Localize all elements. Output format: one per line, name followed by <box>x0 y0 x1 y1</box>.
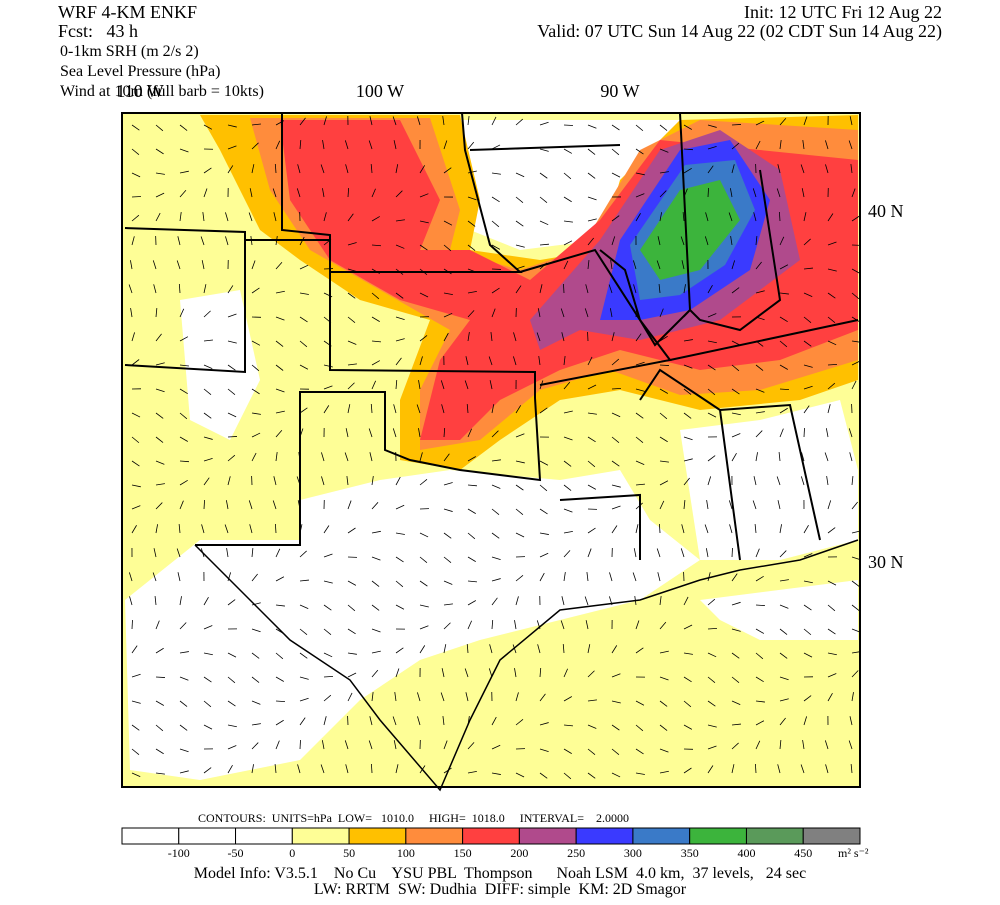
colorbar-box <box>690 828 747 844</box>
colorbar-box <box>122 828 179 844</box>
colorbar-box <box>576 828 633 844</box>
wind-barb <box>204 500 205 509</box>
wind-barb <box>228 436 237 437</box>
colorbar-label: 300 <box>624 846 642 860</box>
wind-barb <box>132 196 141 197</box>
wind-barb <box>732 548 733 557</box>
init-time: Init: 12 UTC Fri 12 Aug 22 <box>744 2 942 22</box>
colorbar-box <box>463 828 520 844</box>
contour-info: CONTOURS: UNITS=hPa LOW= 1010.0 HIGH= 10… <box>198 811 629 825</box>
colorbar-label: 100 <box>397 846 415 860</box>
colorbar-label: 200 <box>510 846 528 860</box>
colorbar-label: 400 <box>737 846 755 860</box>
colorbar-label: 250 <box>567 846 585 860</box>
valid-time: Valid: 07 UTC Sun 14 Aug 22 (02 CDT Sun … <box>537 21 942 42</box>
colorbar-units: m² s⁻² <box>838 846 869 860</box>
wind-barb <box>732 124 741 125</box>
colorbar-box <box>519 828 576 844</box>
footer-line: LW: RRTM SW: Dudhia DIFF: simple KM: 2D … <box>314 881 687 898</box>
colorbar-box <box>236 828 293 844</box>
colorbar-label: 450 <box>794 846 812 860</box>
colorbar-box <box>292 828 349 844</box>
colorbar-box <box>349 828 406 844</box>
footer-line: Model Info: V3.5.1 No Cu YSU PBL Thompso… <box>194 865 806 882</box>
colorbar-label: 0 <box>289 846 295 860</box>
field-label: Sea Level Pressure (hPa) <box>60 63 220 80</box>
colorbar-box <box>633 828 690 844</box>
latitude-label: 30 N <box>868 552 904 572</box>
latitude-label: 40 N <box>868 201 904 221</box>
colorbar-label: 50 <box>343 846 355 860</box>
longitude-label: 90 W <box>600 81 639 101</box>
model-title: WRF 4-KM ENKF <box>58 2 197 22</box>
forecast-hour: Fcst: 43 h <box>58 21 138 41</box>
wind-barb <box>563 284 564 293</box>
colorbar-label: -50 <box>228 846 244 860</box>
wind-barb <box>708 188 709 197</box>
longitude-label: 100 W <box>356 81 404 101</box>
field-label: 0-1km SRH (m 2/s 2) <box>60 43 199 60</box>
wind-barb <box>300 740 301 749</box>
wind-barb <box>804 428 805 437</box>
colorbar-box <box>746 828 803 844</box>
colorbar: -100 -50 0 50 100 150 200 250 300 350 400 450 <box>122 828 860 860</box>
colorbar-box <box>803 828 860 844</box>
colorbar-box <box>179 828 236 844</box>
colorbar-box <box>406 828 463 844</box>
colorbar-label: 150 <box>454 846 472 860</box>
colorbar-label: 350 <box>681 846 699 860</box>
wind-barb <box>564 125 573 126</box>
map <box>122 113 861 790</box>
longitude-label: 110 W <box>116 81 164 101</box>
colorbar-label: -100 <box>168 846 190 860</box>
